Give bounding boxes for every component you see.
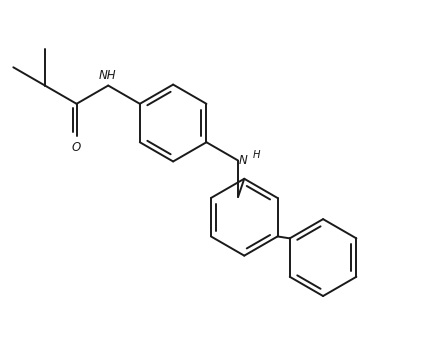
Text: N: N bbox=[238, 154, 247, 167]
Text: NH: NH bbox=[98, 70, 115, 82]
Text: O: O bbox=[72, 142, 81, 154]
Text: H: H bbox=[252, 150, 259, 160]
